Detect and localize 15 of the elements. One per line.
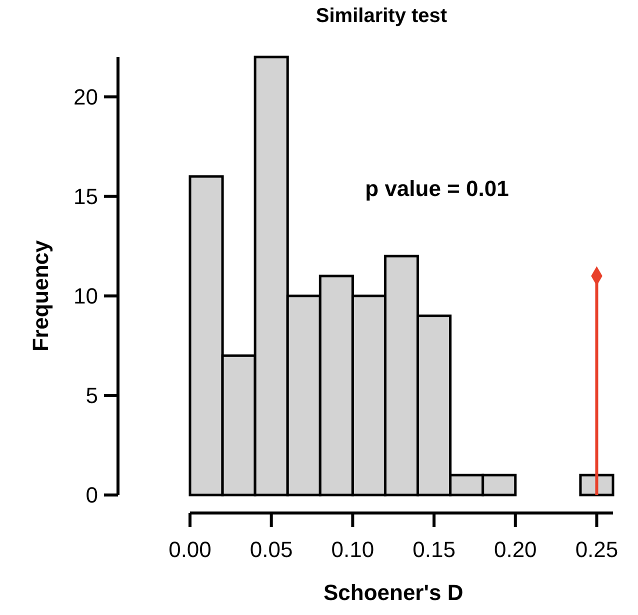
y-tick-label: 10	[74, 284, 98, 309]
y-tick-label: 5	[86, 383, 98, 408]
x-tick-label: 0.20	[494, 537, 537, 562]
chart-title: Similarity test	[316, 5, 448, 27]
y-axis-title: Frequency	[28, 240, 53, 352]
y-tick-label: 15	[74, 184, 98, 210]
x-tick-label: 0.00	[168, 537, 212, 562]
x-tick-label: 0.25	[575, 537, 618, 562]
y-tick-label: 20	[74, 84, 98, 110]
annotation: p value = 0.01	[365, 176, 509, 201]
x-tick-label: 0.10	[331, 537, 374, 562]
y-tick-label: 0	[86, 482, 98, 508]
x-tick-label: 0.15	[412, 537, 456, 562]
x-axis-title: Schoener's D	[324, 580, 464, 605]
x-tick-label: 0.05	[250, 537, 293, 562]
